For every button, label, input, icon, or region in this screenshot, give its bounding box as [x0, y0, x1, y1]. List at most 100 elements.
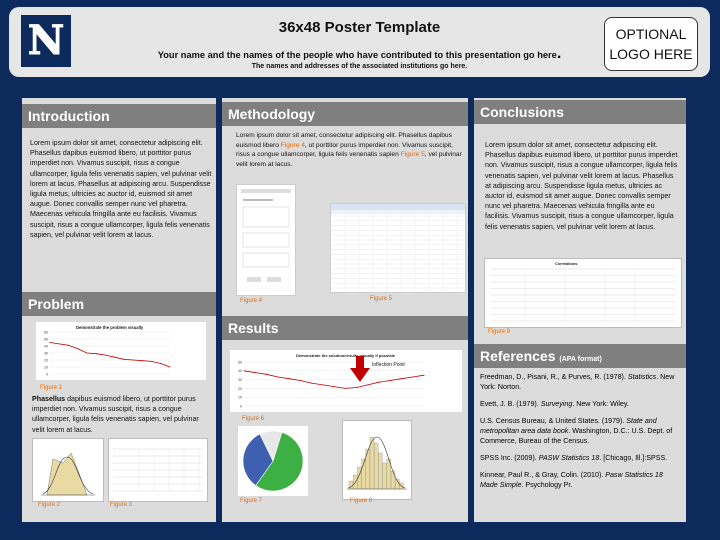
reference-source: . New York: Wiley. — [572, 400, 629, 408]
figure-1-label: Figure 1 — [40, 385, 63, 391]
methodology-text-3: , vel pulvinar velit lorem at lacus. — [236, 151, 462, 168]
reference-item: Evett, J. B. (1979). Surveying. New York… — [480, 399, 682, 409]
histogram-curve — [347, 436, 406, 489]
conclusions-heading: Conclusions — [474, 100, 686, 124]
optional-logo-box: OPTIONAL LOGO HERE — [604, 17, 698, 71]
reference-title: Statistics — [627, 373, 657, 381]
y-tick-label: 0 — [240, 404, 242, 408]
results-chart: Demonstrate the solution/results visuall… — [230, 350, 462, 412]
histogram-curve — [42, 456, 94, 495]
figure-9-label: Figure 9 — [488, 329, 511, 335]
reference-title: Pasw Statistics 18 Made Simple — [480, 471, 663, 489]
y-tick-label: 10 — [238, 396, 242, 400]
methodology-text-2: , ut porttitor purus imperdiet non. Viva… — [236, 141, 453, 159]
y-tick-label: 40 — [44, 344, 48, 348]
figure-8-label: Figure 8 — [350, 498, 373, 504]
y-tick-label: 0 — [46, 372, 48, 376]
figure-5-label: Figure 5 — [370, 296, 393, 302]
pie-slice — [255, 431, 304, 492]
histogram-shape — [46, 452, 88, 496]
correlation-table-title: Correlations — [555, 262, 577, 266]
histogram-figure — [342, 420, 412, 500]
middle-column: Methodology Lorem ipsum dolor sit amet, … — [222, 98, 468, 522]
poster-title: 36x48 Poster Template — [278, 19, 441, 36]
results-chart-svg: Demonstrate the solution/results visuall… — [238, 353, 425, 408]
table-thumbnail — [108, 438, 208, 502]
y-tick-label: 30 — [238, 378, 242, 382]
figure-4-label: Figure 4 — [240, 298, 263, 304]
left-column: Introduction Lorem ipsum dolor sit amet,… — [22, 98, 216, 522]
inflection-label: Inflection Point — [372, 362, 405, 368]
conclusions-text: Lorem ipsum dolor sit amet, consectetur … — [485, 141, 678, 231]
spreadsheet-thumbnail — [330, 203, 466, 293]
pie-chart — [238, 426, 308, 496]
methodology-fig4-ref: Figure 4 — [280, 141, 305, 149]
reference-source: . New York: Norton. — [480, 373, 675, 391]
dialog-thumbnail — [236, 184, 296, 296]
poster-institutions: The names and addresses of the associate… — [251, 63, 468, 70]
methodology-text-1: Lorem ipsum dolor sit amet, consectetur … — [236, 132, 452, 149]
pie-slice — [242, 433, 274, 486]
references-title: References — [480, 348, 556, 364]
results-chart-title: Demonstrate the solution/results visuall… — [296, 353, 396, 358]
references-list: Freedman, D., Pisani, R., & Purves, R. (… — [480, 372, 682, 497]
y-tick-label: 50 — [238, 360, 242, 364]
y-tick-label: 20 — [238, 387, 242, 391]
problem-text-bold: Phasellus — [32, 395, 66, 403]
introduction-heading: Introduction — [22, 104, 216, 128]
reference-source: . Psychology Pr. — [521, 481, 573, 489]
figure-2-label: Figure 2 — [38, 502, 61, 508]
y-tick-label: 60 — [44, 330, 48, 334]
histogram-thumbnail — [32, 438, 104, 502]
reference-item: SPSS Inc. (2009). PASW Statistics 18. [C… — [480, 453, 682, 463]
histogram-bar — [374, 442, 379, 490]
logo-letter: N — [27, 17, 65, 64]
problem-series-line — [49, 342, 171, 368]
problem-chart-svg: Demonstrate the problem visually 60 50 40 3… — [44, 325, 171, 376]
y-tick-label: 30 — [44, 351, 48, 355]
reference-text: Evett, J. B. (1979). — [480, 400, 541, 408]
figure-3-label: Figure 3 — [110, 502, 133, 508]
histogram-bar — [378, 452, 383, 490]
problem-text: Phasellus dapibus euismod libero, ut por… — [32, 394, 210, 435]
authors-text: Your name and the names of the people wh… — [157, 50, 557, 60]
pie-slice — [259, 430, 283, 462]
y-tick-label: 40 — [238, 369, 242, 373]
reference-source: . [Chicago, Ill.]:SPSS. — [599, 454, 668, 462]
methodology-fig5-ref: Figure 5 — [400, 151, 425, 159]
histogram-figure-svg — [347, 436, 407, 490]
problem-chart-title: Demonstrate the problem visually — [76, 325, 144, 330]
reference-text: Freedman, D., Pisani, R., & Purves, R. (… — [480, 373, 628, 381]
reference-title: PASW Statistics 18 — [538, 454, 600, 462]
reference-title: Surveying — [540, 400, 573, 408]
pie-chart-svg — [242, 430, 304, 492]
y-tick-label: 20 — [44, 358, 48, 362]
results-heading: Results — [222, 316, 468, 340]
histogram-bar — [390, 470, 396, 490]
right-column: Conclusions Lorem ipsum dolor sit amet, … — [474, 98, 686, 522]
problem-heading: Problem — [22, 292, 216, 316]
reference-text: Kinnear, Paul R., & Gray, Colin. (2010). — [480, 471, 606, 479]
inflection-arrow-icon — [350, 356, 370, 382]
methodology-text: Lorem ipsum dolor sit amet, consectetur … — [236, 131, 462, 169]
figure-7-label: Figure 7 — [240, 498, 263, 504]
methodology-heading: Methodology — [222, 102, 468, 126]
histogram-bar — [382, 462, 387, 490]
reference-item: Freedman, D., Pisani, R., & Purves, R. (… — [480, 372, 682, 392]
correlation-table-svg: Correlations — [491, 262, 675, 322]
dialog-titlebar — [241, 189, 291, 193]
problem-chart: Demonstrate the problem visually 60 50 40 3… — [36, 322, 206, 380]
reference-item: U.S. Census Bureau, & United States. (19… — [480, 416, 682, 446]
y-tick-label: 10 — [44, 365, 48, 369]
reference-source: . Washington, D.C.: U.S. Dept. of Commer… — [480, 427, 673, 445]
introduction-text: Lorem ipsum dolor sit amet, consectetur … — [30, 139, 212, 239]
problem-text-body: dapibus euismod libero, ut porttitor pur… — [32, 395, 199, 434]
reference-text: SPSS Inc. (2009). — [480, 454, 539, 462]
poster-authors: Your name and the names of the people wh… — [9, 45, 710, 63]
spreadsheet-svg — [331, 204, 465, 292]
reference-text: U.S. Census Bureau, & United States. (19… — [480, 417, 627, 425]
table-thumbnail-svg — [113, 448, 203, 492]
results-series-line — [243, 370, 425, 389]
histogram-bar — [369, 436, 375, 490]
